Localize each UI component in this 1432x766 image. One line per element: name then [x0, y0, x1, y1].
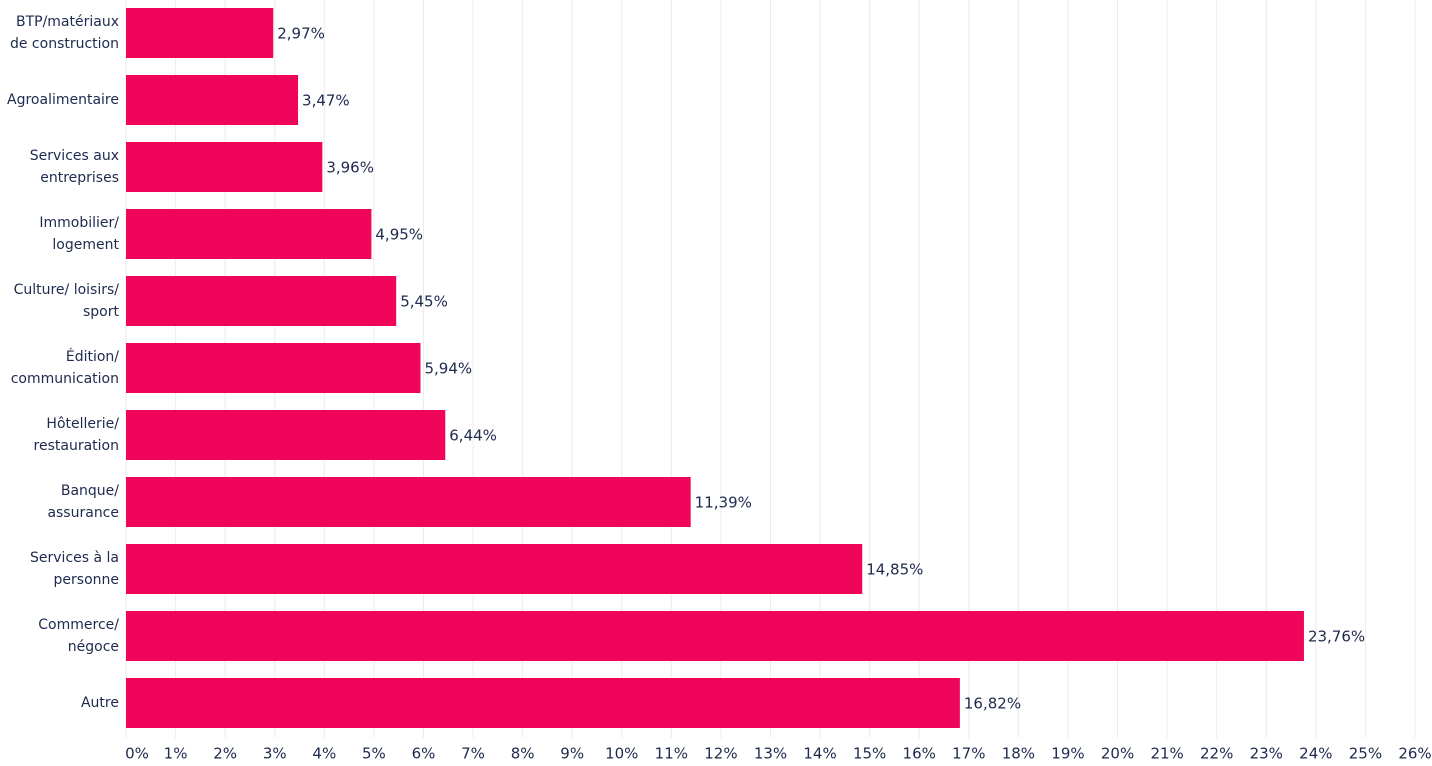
- x-tick-label: 7%: [461, 745, 485, 763]
- bar: [126, 8, 274, 58]
- value-label: 11,39%: [695, 494, 752, 512]
- y-tick-label: Banque/ assurance: [47, 483, 119, 521]
- x-tick-label: 1%: [164, 745, 188, 763]
- value-label: 4,95%: [375, 226, 423, 244]
- y-tick-label: Services à la personne: [30, 550, 119, 588]
- value-label: 2,97%: [277, 25, 325, 43]
- y-tick-label: Édition/ communication: [10, 349, 119, 387]
- bar: [126, 276, 397, 326]
- bar: [126, 142, 323, 192]
- x-tick-label: 12%: [704, 745, 737, 763]
- value-label: 5,45%: [400, 293, 448, 311]
- x-tick-label: 26%: [1398, 745, 1431, 763]
- x-tick-label: 5%: [362, 745, 386, 763]
- bar: [126, 678, 960, 728]
- x-tick-label: 3%: [263, 745, 287, 763]
- value-label: 3,96%: [326, 159, 374, 177]
- x-tick-label: 11%: [655, 745, 688, 763]
- bar: [126, 410, 446, 460]
- x-tick-label: 17%: [952, 745, 985, 763]
- y-tick-label: Commerce/ négoce: [38, 617, 119, 655]
- x-tick-label: 2%: [213, 745, 237, 763]
- x-tick-label: 13%: [754, 745, 787, 763]
- bar: [126, 75, 299, 125]
- x-tick-label: 20%: [1101, 745, 1134, 763]
- x-tick-label: 14%: [803, 745, 836, 763]
- value-label: 16,82%: [964, 695, 1021, 713]
- x-tick-label: 21%: [1150, 745, 1183, 763]
- x-tick-label: 23%: [1250, 745, 1283, 763]
- bar: [126, 477, 691, 527]
- x-tick-label: 4%: [312, 745, 336, 763]
- bar: [126, 611, 1304, 661]
- bar: [126, 209, 372, 259]
- x-tick-label: 8%: [511, 745, 535, 763]
- x-tick-label: 10%: [605, 745, 638, 763]
- x-tick-label: 24%: [1299, 745, 1332, 763]
- x-tick-label: 22%: [1200, 745, 1233, 763]
- bar: [126, 343, 421, 393]
- value-label: 6,44%: [449, 427, 497, 445]
- x-tick-label: 6%: [412, 745, 436, 763]
- x-tick-label: 16%: [903, 745, 936, 763]
- y-tick-label: Hôtellerie/ restauration: [33, 416, 119, 454]
- y-tick-label: Autre: [80, 695, 119, 711]
- value-label: 23,76%: [1308, 628, 1365, 646]
- x-tick-label: 25%: [1349, 745, 1382, 763]
- x-tick-label: 19%: [1051, 745, 1084, 763]
- value-label: 5,94%: [424, 360, 472, 378]
- value-label: 3,47%: [302, 92, 350, 110]
- x-tick-label: 0%: [125, 745, 149, 763]
- x-tick-label: 9%: [560, 745, 584, 763]
- y-tick-label: BTP/matériaux de construction: [9, 14, 119, 52]
- y-tick-label: Immobilier/ logement: [39, 215, 119, 253]
- y-tick-label: Culture/ loisirs/ sport: [13, 282, 119, 320]
- value-label: 14,85%: [866, 561, 923, 579]
- bar: [126, 544, 863, 594]
- x-tick-label: 18%: [1002, 745, 1035, 763]
- x-tick-label: 15%: [853, 745, 886, 763]
- y-tick-label: Agroalimentaire: [7, 92, 119, 108]
- y-tick-label: Services aux entreprises: [29, 148, 119, 186]
